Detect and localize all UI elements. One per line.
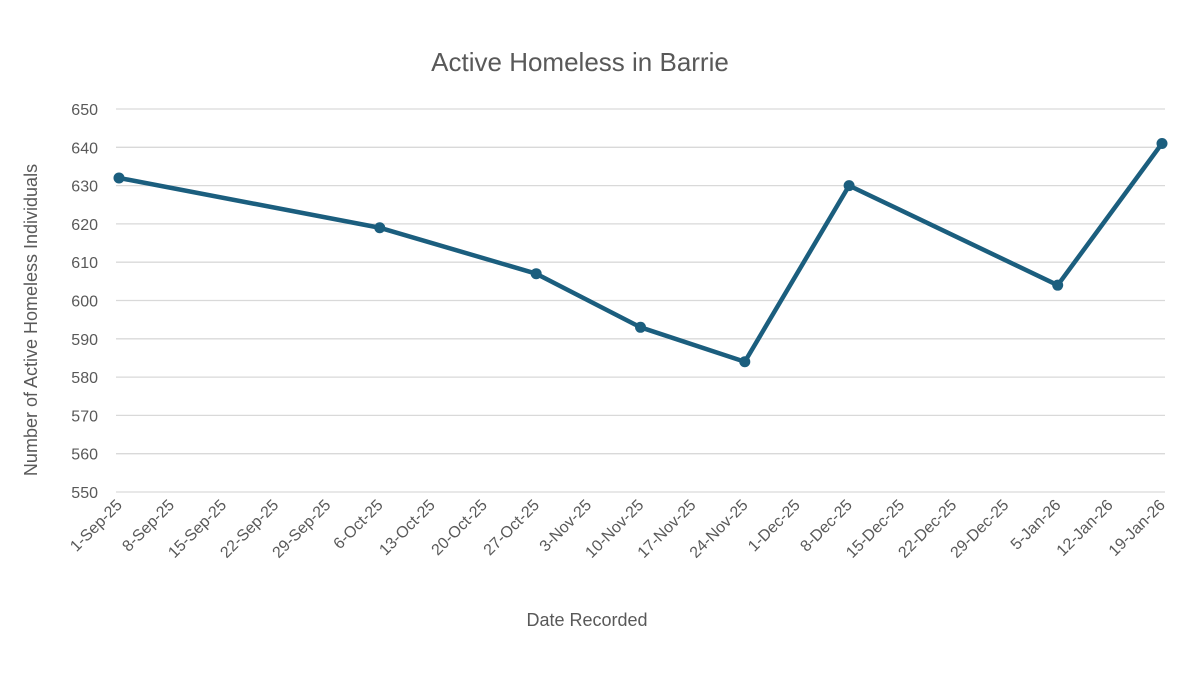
y-tick-label: 610 [71,255,98,272]
y-tick-label: 580 [71,370,98,387]
data-point-marker [635,321,646,333]
x-tick-label: 1-Sep-25 [67,497,126,556]
x-axis-title: Date Recorded [526,610,647,630]
y-tick-label: 640 [71,140,98,157]
y-tick-label: 570 [71,408,98,425]
y-tick-label: 620 [71,217,98,234]
data-point-marker [739,356,751,368]
series-line [118,142,1164,365]
y-tick-label: 550 [71,485,98,502]
y-axis-title: Number of Active Homeless Individuals [21,164,41,476]
x-axis-ticks: 1-Sep-258-Sep-2515-Sep-2522-Sep-2529-Sep… [67,497,1169,562]
data-point-marker [1156,137,1168,149]
data-point-marker [374,222,386,234]
chart-title: Active Homeless in Barrie [431,47,729,77]
data-point-marker [843,180,855,192]
y-tick-label: 650 [71,102,98,119]
x-tick-label: 13-Oct-25 [376,497,438,559]
x-tick-label: 20-Oct-25 [429,497,491,559]
data-point-marker [530,268,542,280]
y-tick-label: 590 [71,332,98,349]
data-point-marker [113,172,125,184]
y-axis-ticks: 550 560 570 580 590 600 610 620 630 640 650 [71,102,98,502]
data-point-marker [1052,279,1064,291]
x-tick-label: 1-Dec-25 [745,497,804,556]
x-tick-label: 27-Oct-25 [481,497,543,559]
x-tick-label: 19-Jan-26 [1106,497,1169,560]
gridlines [116,108,1165,493]
y-tick-label: 630 [71,179,98,196]
data-series [113,137,1168,368]
y-tick-label: 560 [71,447,98,464]
y-tick-label: 600 [71,294,98,311]
